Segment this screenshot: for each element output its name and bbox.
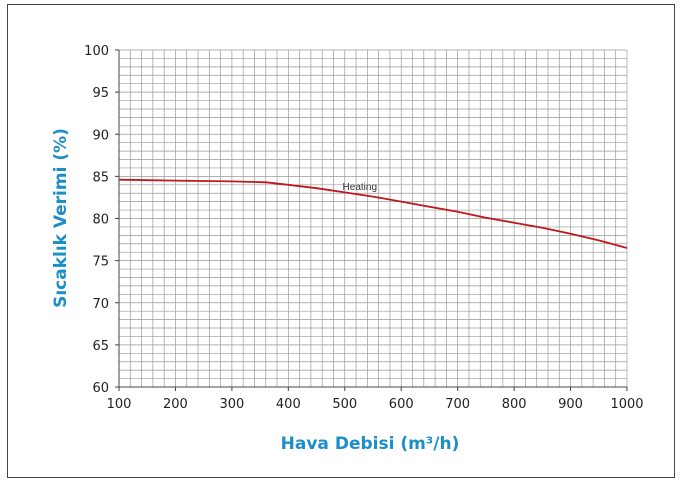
- x-tick-label: 1000: [610, 397, 643, 412]
- y-tick-label: 60: [92, 381, 109, 396]
- y-tick-label: 90: [92, 128, 109, 143]
- x-tick-label: 700: [445, 397, 470, 412]
- y-tick-label: 75: [92, 255, 109, 270]
- y-tick-label: 80: [92, 213, 109, 228]
- x-axis-label: Hava Debisi (m³/h): [281, 434, 460, 454]
- y-tick-label: 65: [92, 339, 109, 354]
- x-tick-label: 200: [163, 397, 188, 412]
- y-axis-label: Sıcaklık Verimi (%): [51, 128, 71, 308]
- y-tick-labels: 60 65 70 75 80 85 90 95 100: [84, 44, 109, 396]
- x-tick-label: 800: [502, 397, 527, 412]
- x-tick-label: 500: [332, 397, 357, 412]
- y-tick-label: 70: [92, 297, 109, 312]
- series-group: [118, 178, 628, 249]
- series-line-heating: [118, 178, 628, 249]
- x-tick-label: 600: [389, 397, 414, 412]
- y-tick-label: 85: [92, 170, 109, 185]
- x-tick-label: 400: [276, 397, 301, 412]
- annotations-group: Heating: [343, 182, 377, 193]
- series-annotation-label: Heating: [343, 182, 377, 193]
- chart-frame: [7, 4, 675, 478]
- plot-axes: [115, 49, 628, 391]
- x-tick-label: 100: [107, 397, 132, 412]
- x-tick-labels: 100 200 300 400 500 600 700 800 900 1000: [107, 397, 644, 412]
- y-tick-label: 95: [92, 86, 109, 101]
- x-tick-label: 900: [558, 397, 583, 412]
- y-tick-label: 100: [84, 44, 109, 59]
- x-tick-label: 300: [219, 397, 244, 412]
- grid-lines: [118, 49, 628, 388]
